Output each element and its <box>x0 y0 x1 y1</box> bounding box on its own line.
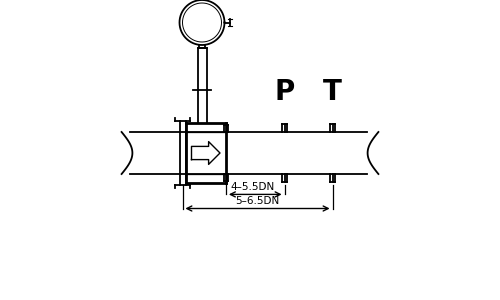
Text: P: P <box>274 78 294 106</box>
Text: 5–6.5DN: 5–6.5DN <box>236 196 280 206</box>
Text: T: T <box>323 78 342 106</box>
Text: 4–5.5DN: 4–5.5DN <box>230 182 275 192</box>
